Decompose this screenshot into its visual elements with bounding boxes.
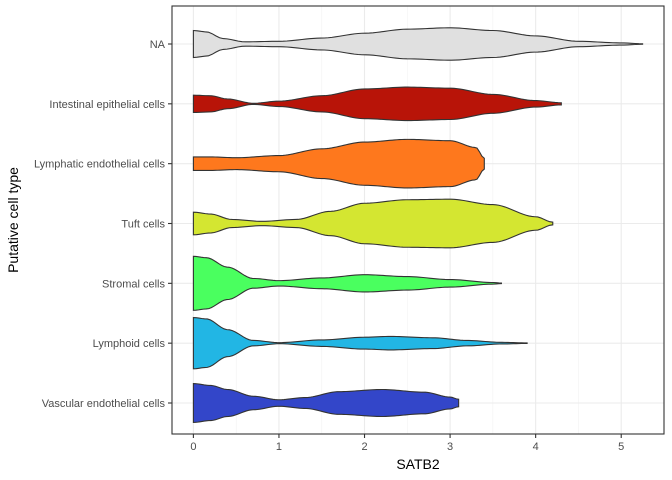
y-tick-label: Lymphatic endothelial cells — [34, 159, 166, 171]
violin-na — [192, 27, 644, 61]
y-tick-label: NA — [150, 39, 166, 51]
x-tick-label: 4 — [533, 441, 539, 453]
violin-lymphoid-cells — [192, 316, 528, 370]
y-tick-label: Intestinal epithelial cells — [49, 99, 165, 111]
y-tick-label: Tuft cells — [121, 219, 165, 231]
y-axis-title: Putative cell type — [5, 167, 21, 273]
x-tick-label: 3 — [447, 441, 453, 453]
violin-series — [192, 27, 644, 424]
x-tick-label: 0 — [190, 441, 196, 453]
x-tick-label: 2 — [361, 441, 367, 453]
x-tick-label: 5 — [618, 441, 624, 453]
violin-stromal-cells — [192, 255, 502, 311]
y-axis-ticks: NA Intestinal epithelial cells Lymphatic e… — [34, 39, 172, 410]
y-tick-label: Stromal cells — [102, 278, 165, 290]
violin-intestinal-epithelial-cells — [192, 86, 562, 122]
y-tick-label: Vascular endothelial cells — [42, 398, 166, 410]
y-tick-label: Lymphoid cells — [93, 338, 166, 350]
violin-tuft-cells — [192, 198, 554, 249]
violin-vascular-endothelial-cells — [192, 382, 460, 424]
panel-border — [171, 5, 665, 435]
x-axis-title: SATB2 — [396, 456, 440, 472]
x-axis-ticks: 0 1 2 3 4 5 — [190, 434, 624, 453]
x-tick-label: 1 — [276, 441, 282, 453]
violin-lymphatic-endothelial-cells — [192, 138, 485, 189]
